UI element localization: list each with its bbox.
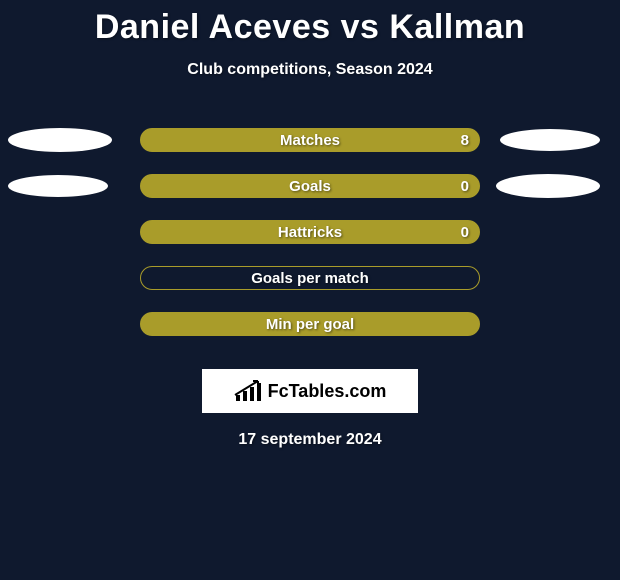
stat-label: Goals per match bbox=[141, 270, 479, 287]
subtitle: Club competitions, Season 2024 bbox=[0, 61, 620, 79]
stat-bar: Matches8 bbox=[140, 128, 480, 152]
right-value-ellipse bbox=[496, 174, 600, 198]
stat-bar: Goals0 bbox=[140, 174, 480, 198]
stat-bar: Min per goal bbox=[140, 312, 480, 336]
date-text: 17 september 2024 bbox=[0, 431, 620, 449]
stat-rows: Matches8Goals0Hattricks0Goals per matchM… bbox=[0, 117, 620, 347]
left-value-ellipse bbox=[8, 128, 112, 152]
stat-row: Hattricks0 bbox=[0, 209, 620, 255]
stat-label: Matches bbox=[141, 132, 479, 149]
stat-bar: Hattricks0 bbox=[140, 220, 480, 244]
stat-row: Goals0 bbox=[0, 163, 620, 209]
stat-label: Hattricks bbox=[141, 224, 479, 241]
stat-label: Min per goal bbox=[141, 316, 479, 333]
left-value-ellipse bbox=[8, 175, 108, 197]
stat-bar: Goals per match bbox=[140, 266, 480, 290]
page-title: Daniel Aceves vs Kallman bbox=[0, 0, 620, 47]
barchart-arrow-icon bbox=[234, 381, 262, 401]
right-value-ellipse bbox=[500, 129, 600, 151]
stat-value-right: 0 bbox=[461, 224, 469, 241]
logo-text: FcTables.com bbox=[268, 381, 387, 402]
stat-row: Min per goal bbox=[0, 301, 620, 347]
stat-row: Goals per match bbox=[0, 255, 620, 301]
stat-row: Matches8 bbox=[0, 117, 620, 163]
stat-label: Goals bbox=[141, 178, 479, 195]
stat-value-right: 0 bbox=[461, 178, 469, 195]
stat-value-right: 8 bbox=[461, 132, 469, 149]
logo-box: FcTables.com bbox=[202, 369, 418, 413]
